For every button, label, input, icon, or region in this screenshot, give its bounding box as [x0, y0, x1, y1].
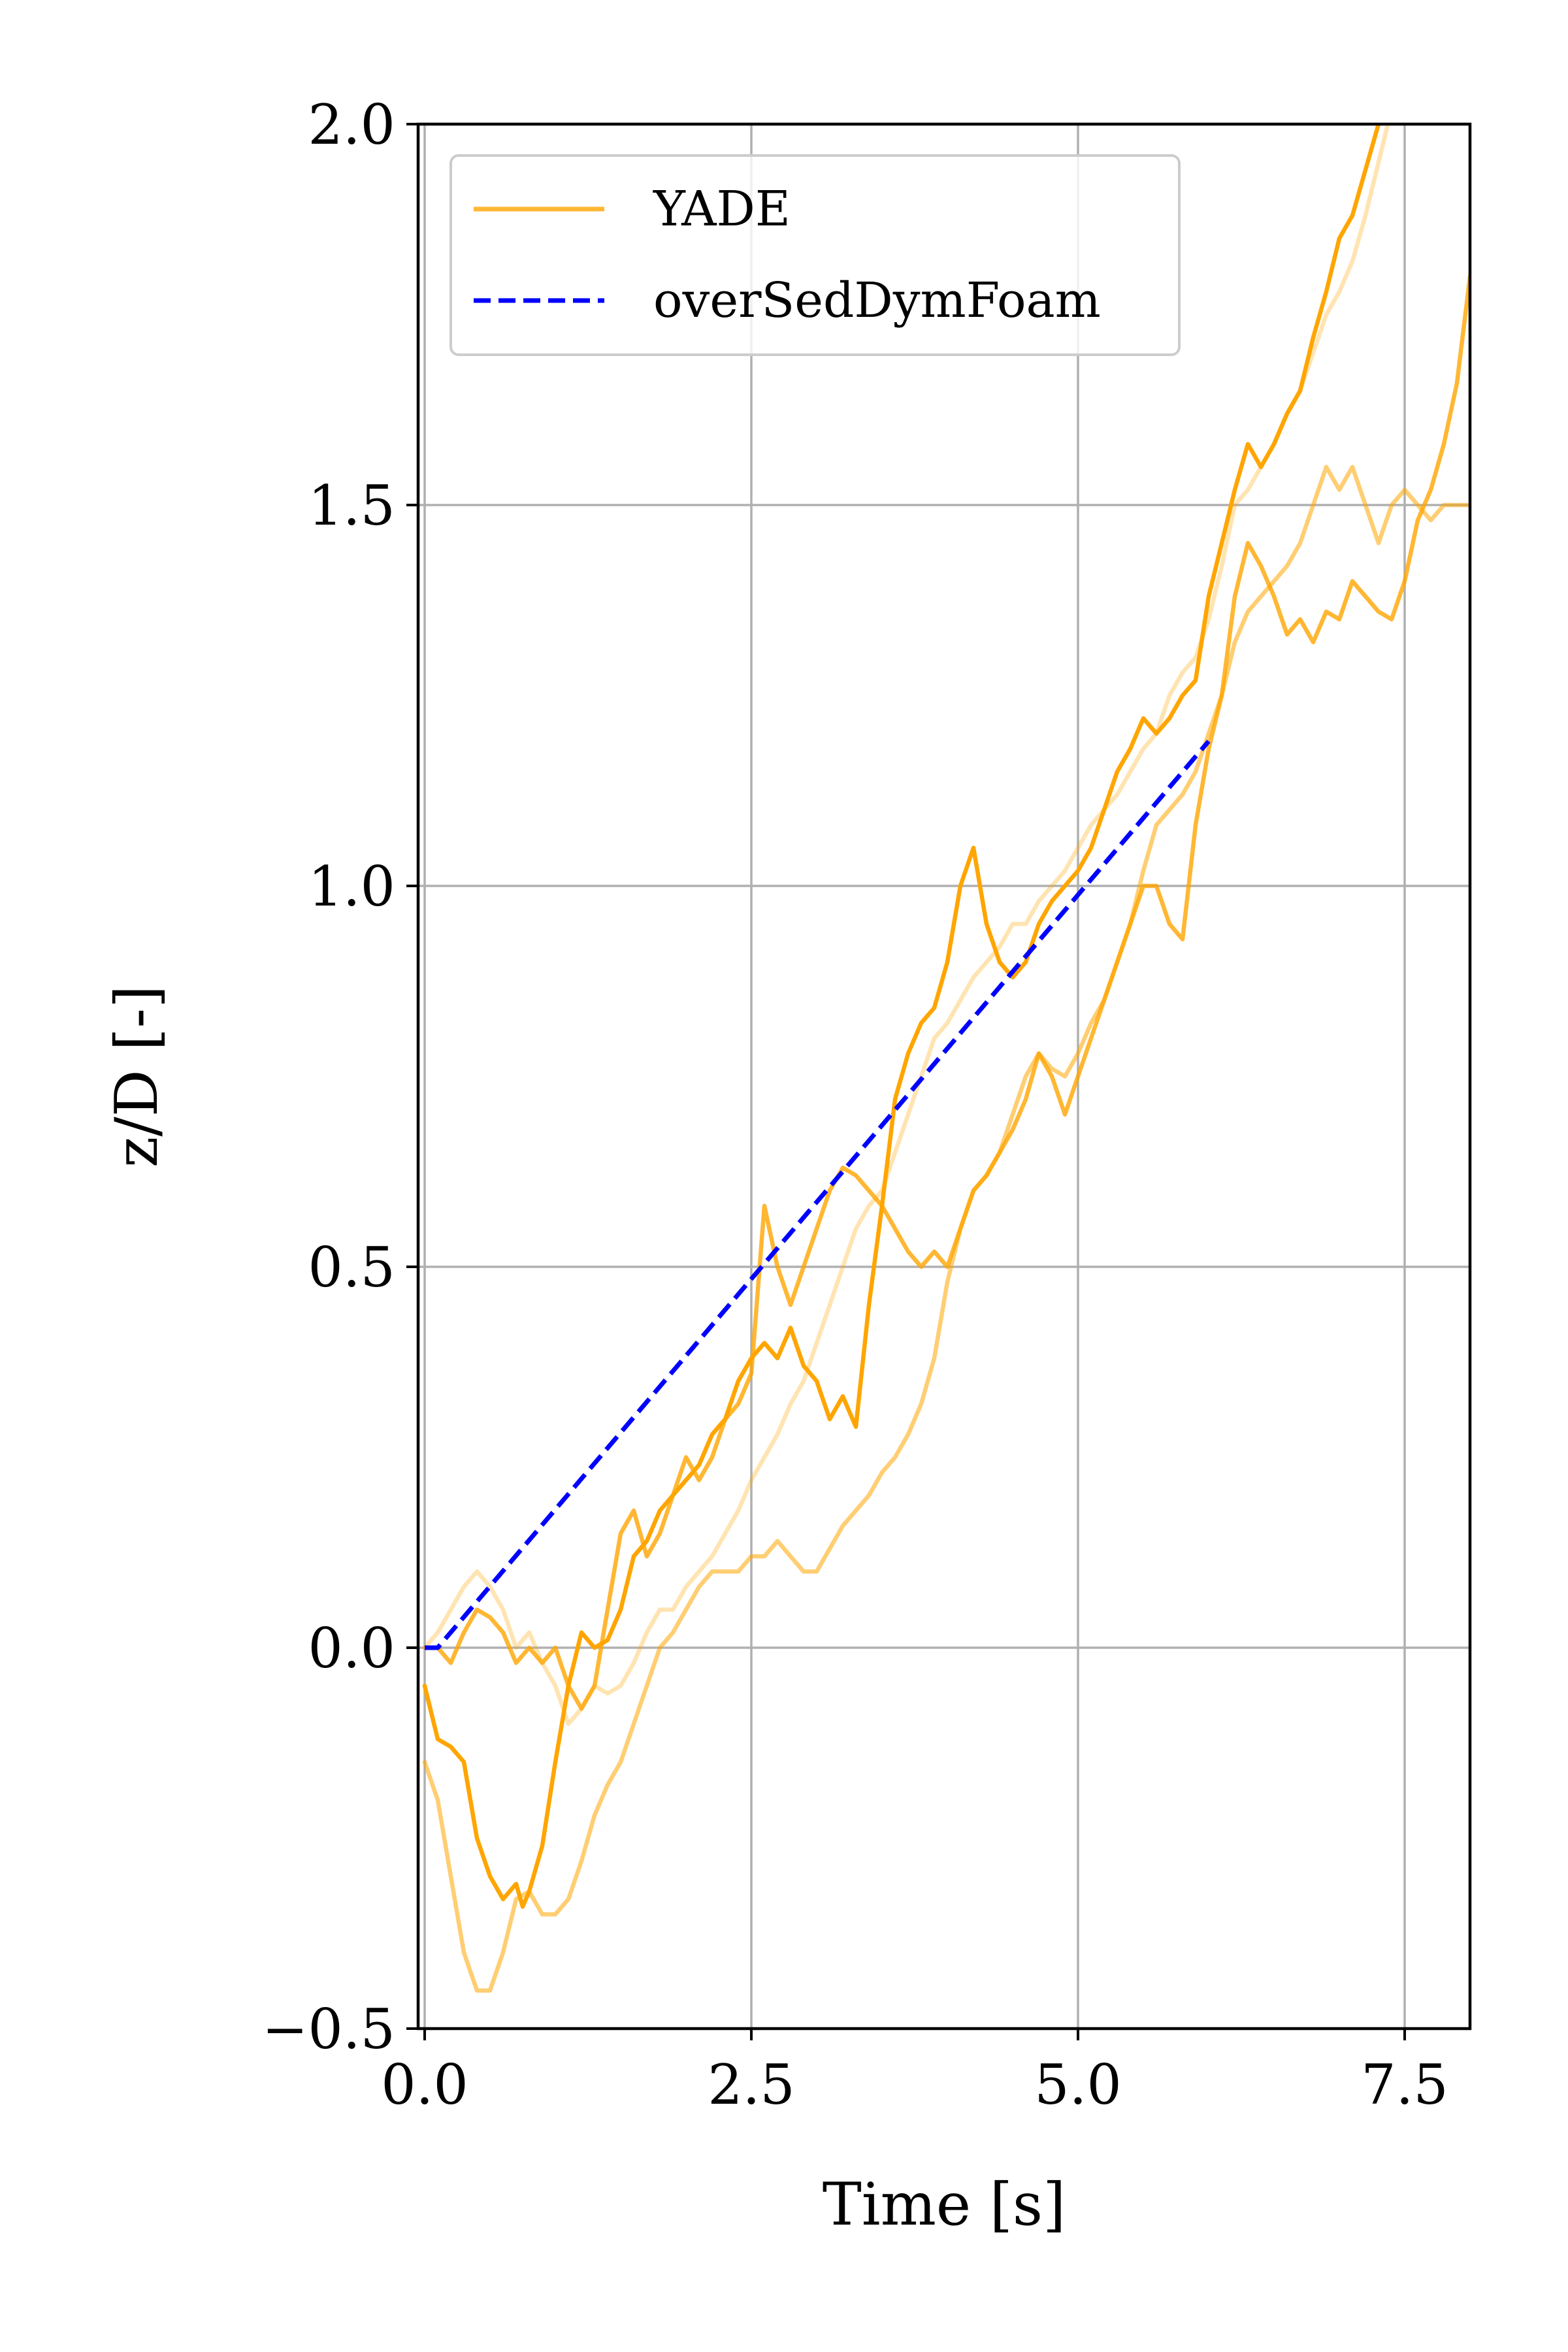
x-tick-label-2: 5.0 — [1034, 2053, 1122, 2117]
grid — [418, 123, 1470, 2030]
series-line-2 — [422, 274, 1470, 1711]
y-tick-label-1: 0.0 — [308, 1616, 395, 1680]
axis-ticks — [406, 123, 1406, 2040]
series-line-1 — [422, 465, 1470, 1993]
y-tick-label-3: 1.0 — [308, 855, 395, 919]
series-line-4 — [425, 740, 1211, 1650]
x-axis-label: Time [s] — [823, 2170, 1066, 2239]
x-tick-label-3: 7.5 — [1361, 2053, 1448, 2117]
y-tick-label-2: 0.5 — [308, 1235, 395, 1299]
y-axis-label: z/D [-] — [103, 985, 171, 1168]
legend: YADE overSedDymFoam — [449, 154, 1181, 356]
x-tick-label-0: 0.0 — [381, 2053, 468, 2117]
plot-frame — [416, 122, 1472, 2031]
x-tick-label-1: 2.5 — [708, 2053, 795, 2117]
legend-label-oversed: overSedDymFoam — [653, 272, 1101, 329]
series-line-0 — [422, 124, 1381, 1909]
y-tick-label-0: −0.5 — [262, 1997, 395, 2061]
legend-label-yade: YADE — [653, 181, 791, 237]
y-tick-label-5: 2.0 — [308, 93, 395, 157]
series-layer — [422, 124, 1470, 1993]
legend-box — [449, 154, 1181, 356]
tick-labels: 0.0 2.5 5.0 7.5−0.50.00.51.01.52.0 — [262, 93, 1448, 2117]
series-line-3 — [422, 124, 1390, 1726]
y-tick-label-4: 1.5 — [308, 474, 395, 538]
